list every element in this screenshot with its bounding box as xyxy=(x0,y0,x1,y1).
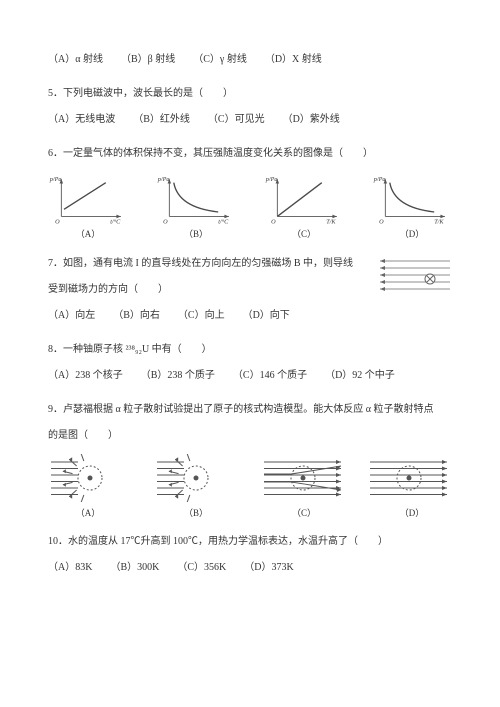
q8-text: 8．一种铀原子核 ²³⁸₉₂U 中有（ ） xyxy=(48,342,452,358)
q10-d: （D）373K xyxy=(244,560,293,576)
svg-text:T/K: T/K xyxy=(434,219,444,226)
q7-b: （B）向右 xyxy=(113,308,160,324)
svg-text:T/K: T/K xyxy=(326,219,336,226)
q8-d: （D）92 个中子 xyxy=(325,368,395,384)
q8-c: （C）146 个质子 xyxy=(233,368,307,384)
q6-la: （A） xyxy=(48,227,128,241)
q7: 7．如图，通有电流 I 的直导线处在方向向左的匀强磁场 B 中，则导线 受到磁场… xyxy=(48,256,452,308)
q8-a: （A）238 个核子 xyxy=(48,368,123,384)
opt-d: （D）X 射线 xyxy=(265,52,322,68)
q8-b: （B）238 个质子 xyxy=(141,368,215,384)
svg-text:p/Pa: p/Pa xyxy=(49,176,62,183)
q10-options: （A）83K （B）300K （C）356K （D）373K xyxy=(48,560,452,576)
q6-lc: （C） xyxy=(264,227,344,241)
q5-b: （B）红外线 xyxy=(133,112,190,128)
q9-diagrams xyxy=(48,454,452,502)
svg-text:O: O xyxy=(163,219,168,226)
q9-diag-b xyxy=(154,454,239,502)
q6-chart-b: p/Pa t/°C O xyxy=(156,172,236,225)
q6-labels: （A） （B） （C） （D） xyxy=(48,227,452,241)
q6-chart-a: p/Pa t/°C O xyxy=(48,172,128,225)
q5-a: （A）无线电波 xyxy=(48,112,115,128)
q6-charts: p/Pa t/°C O p/Pa t/°C O p/Pa T/K O p/Pa … xyxy=(48,172,452,225)
q7-d: （D）向下 xyxy=(243,308,290,324)
q5-c: （C）可见光 xyxy=(208,112,265,128)
svg-text:p/Pa: p/Pa xyxy=(157,176,170,183)
q9-l2: 的是图（ ） xyxy=(48,428,452,444)
q9-lb: （B） xyxy=(156,506,236,520)
q9-labels: （A） （B） （C） （D） xyxy=(48,506,452,520)
q10-b: （B）300K xyxy=(110,560,159,576)
q7-c: （C）向上 xyxy=(178,308,225,324)
opt-c: （C）γ 射线 xyxy=(193,52,247,68)
q8-options: （A）238 个核子 （B）238 个质子 （C）146 个质子 （D）92 个… xyxy=(48,368,452,384)
q10-text: 10．水的温度从 17℃升高到 100℃，用热力学温标表达，水温升高了（ ） xyxy=(48,534,452,550)
q7-field-diagram xyxy=(372,256,452,296)
q9-diag-a xyxy=(48,454,133,502)
q10-c: （C）356K xyxy=(177,560,226,576)
q6-lb: （B） xyxy=(156,227,236,241)
svg-text:O: O xyxy=(271,219,276,226)
prev-options: （A）α 射线 （B）β 射线 （C）γ 射线 （D）X 射线 xyxy=(48,52,452,68)
q9-diag-c xyxy=(261,454,346,502)
q5-d: （D）紫外线 xyxy=(283,112,340,128)
q9-ld: （D） xyxy=(372,506,452,520)
q9-la: （A） xyxy=(48,506,128,520)
svg-text:t/°C: t/°C xyxy=(218,219,229,226)
q9-diag-d xyxy=(367,454,452,502)
q7-l1: 7．如图，通有电流 I 的直导线处在方向向左的匀强磁场 B 中，则导线 xyxy=(48,256,372,272)
q6-chart-c: p/Pa T/K O xyxy=(264,172,344,225)
svg-text:O: O xyxy=(379,219,384,226)
q7-a: （A）向左 xyxy=(48,308,95,324)
q5-options: （A）无线电波 （B）红外线 （C）可见光 （D）紫外线 xyxy=(48,112,452,128)
q7-l2: 受到磁场力的方向（ ） xyxy=(48,282,372,298)
q6-chart-d: p/Pa T/K O xyxy=(372,172,452,225)
opt-a: （A）α 射线 xyxy=(48,52,103,68)
q6-ld: （D） xyxy=(372,227,452,241)
svg-text:p/Pa: p/Pa xyxy=(265,176,278,183)
opt-b: （B）β 射线 xyxy=(121,52,175,68)
svg-text:O: O xyxy=(55,219,60,226)
q10-a: （A）83K xyxy=(48,560,92,576)
q9-l1: 9．卢瑟福根据 α 粒子散射试验提出了原子的核式构造模型。能大体反应 α 粒子散… xyxy=(48,402,452,418)
q7-options: （A）向左 （B）向右 （C）向上 （D）向下 xyxy=(48,308,452,324)
q9-lc: （C） xyxy=(264,506,344,520)
q6-text: 6．一定量气体的体积保持不变，其压强随温度变化关系的图像是（ ） xyxy=(48,146,452,162)
svg-text:p/Pa: p/Pa xyxy=(373,176,386,183)
svg-text:t/°C: t/°C xyxy=(110,219,121,226)
q5-text: 5．下列电磁波中，波长最长的是（ ） xyxy=(48,86,452,102)
